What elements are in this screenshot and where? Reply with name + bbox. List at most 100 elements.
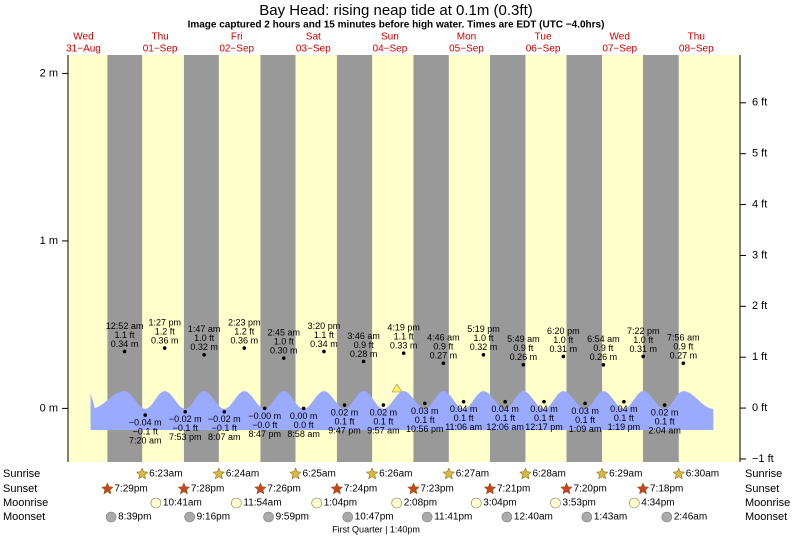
day-date: 31−Aug	[66, 44, 101, 55]
low-tide-ft: −0.1 ft	[212, 423, 238, 433]
sunset-icon	[254, 482, 267, 495]
day-name: Sun	[381, 32, 399, 43]
row-label: Sunset	[3, 483, 37, 495]
high-tide-ft: 1.1 ft	[394, 332, 415, 342]
low-tide-time: 7:53 pm	[169, 432, 202, 442]
low-tide-ft: 0.1 ft	[415, 415, 436, 425]
low-tide-time: 8:58 am	[287, 429, 320, 439]
row-label: Sunrise	[745, 468, 782, 480]
low-tide-point	[662, 403, 667, 407]
high-tide-point	[601, 363, 606, 367]
low-tide-time: 8:07 am	[208, 432, 241, 442]
sunrise-icon	[135, 467, 149, 480]
day-date: 05−Sep	[449, 44, 484, 55]
high-tide-point	[122, 349, 127, 354]
sunrise-icon	[365, 467, 379, 480]
low-tide-ft: 0.1 ft	[495, 413, 516, 423]
low-tide-m: 0.04 m	[610, 404, 638, 414]
sunset-time: 7:26pm	[267, 484, 300, 495]
moonset-icon	[184, 511, 195, 523]
sunrise-time: 6:26am	[379, 469, 412, 480]
high-tide-time: 3:20 pm	[308, 321, 341, 331]
low-tide-m: −0.00 m	[248, 411, 281, 421]
sunset-icon	[407, 482, 420, 495]
high-tide-time: 7:56 am	[667, 333, 700, 343]
high-tide-time: 5:19 pm	[467, 324, 500, 334]
high-tide-ft: 1.2 ft	[155, 326, 176, 336]
day-name: Wed	[73, 32, 93, 43]
chart-subtitle: Image captured 2 hours and 15 minutes be…	[188, 20, 605, 31]
high-tide-point	[162, 346, 167, 350]
sunset-time: 7:29pm	[114, 484, 147, 495]
low-tide-m: 0.04 m	[530, 404, 558, 414]
high-tide-m: 0.36 m	[151, 335, 179, 345]
low-tide-ft: −0.0 ft	[252, 420, 278, 430]
low-tide-time: 2:04 am	[648, 425, 681, 435]
high-tide-point	[481, 353, 486, 357]
moonrise-time: 11:54am	[243, 498, 281, 509]
sunrise-time: 6:25am	[302, 469, 335, 480]
high-tide-m: 0.30 m	[270, 346, 298, 356]
sunset-icon	[330, 482, 344, 495]
moonset-icon	[501, 511, 513, 523]
moonset-icon	[342, 511, 354, 523]
night-band	[260, 55, 296, 462]
low-tide-point	[542, 399, 546, 404]
moonset-time: 1:43am	[594, 512, 627, 523]
low-tide-time: 1:09 am	[569, 424, 602, 434]
sunrise-icon	[442, 467, 456, 480]
y2-tick-label: 4 ft	[752, 198, 767, 210]
sunrise-time: 6:30am	[686, 469, 719, 480]
moonrise-icon	[311, 497, 323, 509]
low-tide-point	[262, 406, 267, 411]
sunrise-icon	[289, 467, 302, 480]
y2-tick-label: −1 ft	[752, 453, 774, 465]
row-label: Moonrise	[3, 497, 48, 509]
high-tide-m: 0.32 m	[470, 342, 498, 352]
low-tide-time: 10:56 pm	[406, 424, 444, 434]
moonrise-icon	[628, 497, 640, 509]
moonrise-icon	[231, 497, 242, 509]
high-tide-ft: 0.9 ft	[593, 343, 614, 353]
sunset-icon	[483, 482, 497, 495]
high-tide-m: 0.32 m	[190, 342, 218, 352]
sunset-time: 7:18pm	[650, 484, 683, 495]
low-tide-ft: 0.1 ft	[454, 413, 475, 423]
high-tide-time: 1:27 pm	[148, 317, 181, 327]
sunset-icon	[177, 482, 191, 495]
moonset-time: 10:47pm	[355, 512, 394, 523]
sunrise-icon	[212, 467, 226, 480]
high-tide-time: 12:52 am	[106, 321, 144, 331]
high-tide-point	[521, 363, 526, 367]
low-tide-ft: 0.1 ft	[575, 415, 596, 425]
high-tide-time: 4:46 am	[427, 333, 460, 343]
low-tide-point	[301, 406, 306, 411]
high-tide-point	[681, 361, 686, 365]
low-tide-time: 12:06 am	[486, 422, 524, 432]
low-tide-time: 8:47 pm	[248, 429, 281, 439]
high-tide-ft: 1.0 ft	[473, 333, 494, 343]
high-tide-m: 0.26 m	[510, 352, 538, 362]
low-tide-m: 0.03 m	[411, 406, 439, 416]
low-tide-m: 0.02 m	[651, 407, 679, 417]
row-label: Moonset	[745, 511, 787, 523]
row-label: Moonrise	[745, 497, 790, 509]
sunrise-time: 6:27am	[456, 469, 489, 480]
high-tide-time: 1:47 am	[188, 324, 221, 334]
day-name: Sat	[306, 32, 321, 43]
row-label: Moonset	[3, 511, 45, 523]
low-tide-ft: −0.1 ft	[133, 426, 159, 436]
high-tide-time: 2:45 am	[268, 328, 301, 338]
low-tide-m: −0.02 m	[208, 414, 241, 424]
day-name: Thu	[688, 32, 705, 43]
low-tide-m: −0.02 m	[169, 414, 202, 424]
moonset-icon	[661, 511, 673, 523]
day-date: 03−Sep	[296, 44, 331, 55]
low-tide-point	[503, 399, 507, 404]
row-label: Sunrise	[3, 468, 40, 480]
y2-tick-label: 6 ft	[752, 97, 767, 109]
high-tide-m: 0.27 m	[670, 351, 698, 361]
high-tide-point	[401, 351, 406, 355]
sunset-time: 7:24pm	[344, 484, 377, 495]
